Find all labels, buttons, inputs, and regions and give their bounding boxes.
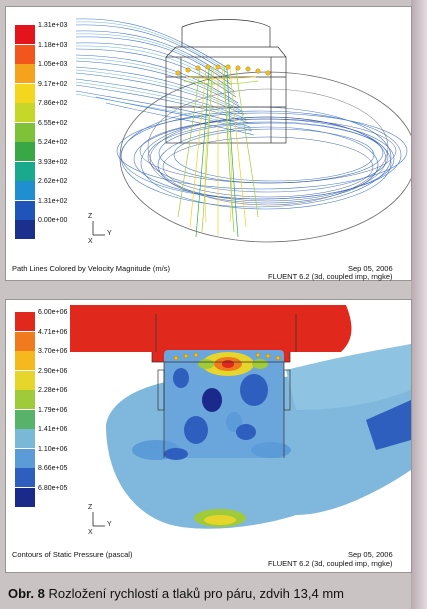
- colorbar-entry: 4.71e+06: [15, 328, 68, 351]
- colorbar-tick-label: 6.55e+02: [38, 119, 68, 127]
- pathlines-plot: [75, 18, 411, 243]
- colorbar-tick-label: 1.05e+03: [38, 61, 68, 68]
- colorbar-entry: 1.79e+06: [15, 406, 68, 429]
- colorbar-swatch: [15, 161, 35, 181]
- colorbar-entry: 9.17e+02: [15, 80, 68, 103]
- colorbar-swatch: [15, 220, 35, 239]
- axis-triad-icon: [92, 512, 105, 527]
- colorbar-swatch: [15, 64, 35, 83]
- colorbar-entry: 2.90e+06: [15, 367, 68, 390]
- colorbar-entry: 8.66e+05: [15, 465, 68, 487]
- colorbar-tick-label: 1.31e+02: [38, 197, 68, 205]
- axis-x-label: X: [88, 529, 93, 536]
- colorbar-swatch: [15, 25, 35, 44]
- axis-y-label: Y: [107, 230, 112, 237]
- colorbar-tick-label: 6.80e+05: [38, 484, 68, 492]
- pressure-contour-plot: [70, 305, 411, 529]
- colorbar-tick-label: 9.17e+02: [38, 80, 68, 88]
- colorbar-swatch: [15, 103, 35, 122]
- colorbar-entry: 7.86e+02: [15, 100, 68, 122]
- axis-x-label: X: [88, 238, 93, 245]
- colorbar-tick-label: 1.79e+06: [38, 406, 68, 414]
- colorbar-entry: 2.62e+02: [15, 178, 68, 200]
- colorbar-tick-label: 1.10e+06: [38, 445, 68, 453]
- central-jet-lines: [177, 64, 259, 238]
- colorbar-swatch: [15, 122, 35, 142]
- swirl-path-lines: [116, 106, 408, 210]
- velocity-pathlines-panel: 1.31e+03 1.18e+03 1.05e+03 9.17e+02 7.86e+02…: [6, 7, 411, 281]
- colorbar-tick-label: 2.62e+02: [38, 178, 68, 185]
- colorbar-swatch: [15, 331, 35, 351]
- page-margin-strip: [411, 0, 427, 609]
- colorbar-tick-label: 6.00e+06: [38, 309, 68, 316]
- colorbar-swatch: [15, 390, 35, 409]
- bottom-pressure-core: [204, 515, 236, 525]
- colorbar-tick-label: 0.00e+00: [38, 217, 68, 224]
- pressure-wireframe: [151, 314, 297, 458]
- axis-z-label: Z: [88, 504, 93, 511]
- colorbar-swatch: [15, 312, 35, 331]
- colorbar-entry: 6.55e+02: [15, 119, 68, 142]
- colorbar-swatch: [15, 181, 35, 200]
- outlet-region: [286, 344, 411, 410]
- plot-caption: Path Lines Colored by Velocity Magnitude…: [12, 264, 170, 273]
- figure-caption: Obr. 8 Rozložení rychlostí a tlaků pro p…: [8, 586, 344, 601]
- swirl-path-lines-dark: [139, 116, 397, 202]
- figure-caption-text: Rozložení rychlostí a tlaků pro páru, zd…: [48, 586, 345, 601]
- colorbar-tick-label: 8.66e+05: [38, 465, 68, 472]
- colorbar-entry: 1.18e+03: [15, 41, 68, 64]
- colorbar-tick-label: 1.31e+03: [38, 22, 68, 29]
- colorbar-swatch: [15, 487, 35, 507]
- valve-seat-ring: [175, 64, 271, 76]
- colorbar-swatch: [15, 351, 35, 370]
- outlet-low-zone: [366, 400, 411, 450]
- pressure-spots: [132, 352, 291, 460]
- plot-date: Sep 05, 2006: [348, 550, 393, 559]
- colorbar-swatch: [15, 142, 35, 161]
- colorbar-entry: 3.70e+06: [15, 348, 68, 370]
- solver-info: FLUENT 6.2 (3d, coupled imp, rngke): [268, 272, 393, 281]
- colorbar-swatch: [15, 83, 35, 103]
- colorbar-tick-label: 1.41e+06: [38, 426, 68, 433]
- colorbar-swatch: [15, 370, 35, 390]
- colorbar-swatch: [15, 468, 35, 487]
- colorbar-swatch: [15, 200, 35, 220]
- casing-outline-inner: [147, 88, 389, 206]
- colorbar-tick-label: 2.28e+06: [38, 387, 68, 394]
- colorbar-entry: 6.00e+06: [15, 309, 68, 331]
- colorbar-entry: 3.93e+02: [15, 158, 68, 181]
- colorbar-swatch: [15, 429, 35, 448]
- colorbar-tick-label: 3.70e+06: [38, 348, 68, 355]
- axis-triad-icon: [92, 221, 105, 236]
- figure-label: Obr. 8: [8, 586, 45, 601]
- high-pressure-chamber: [70, 305, 352, 362]
- colorbar-tick-label: 2.90e+06: [38, 367, 68, 375]
- colorbar-entry: 1.31e+02: [15, 197, 68, 220]
- colorbar-entry: 1.05e+03: [15, 61, 68, 83]
- colorbar-entry: 1.41e+06: [15, 426, 68, 448]
- colorbar-tick-label: 5.24e+02: [38, 139, 68, 146]
- colorbar-swatch: [15, 409, 35, 429]
- axis-z-label: Z: [88, 213, 93, 220]
- seat-ring: [173, 352, 281, 361]
- colorbar-swatch: [15, 44, 35, 64]
- colorbar-tick-label: 3.93e+02: [38, 158, 68, 166]
- colorbar-tick-label: 4.71e+06: [38, 328, 68, 336]
- colorbar-tick-label: 1.18e+03: [38, 41, 68, 49]
- colorbar-entry: 0.00e+00: [15, 217, 68, 239]
- plot-date: Sep 05, 2006: [348, 264, 393, 273]
- colorbar-entry: 1.10e+06: [15, 445, 68, 468]
- solver-info: FLUENT 6.2 (3d, coupled imp, rngke): [268, 559, 393, 568]
- colorbar-entry: 6.80e+05: [15, 484, 68, 507]
- colorbar-swatch: [15, 448, 35, 468]
- plot-caption: Contours of Static Pressure (pascal): [12, 550, 133, 559]
- static-pressure-panel: 6.00e+06 4.71e+06 3.70e+06 2.90e+06 2.28e+06…: [6, 300, 411, 572]
- colorbar-tick-label: 7.86e+02: [38, 100, 68, 107]
- colorbar-entry: 5.24e+02: [15, 139, 68, 161]
- colorbar-entry: 2.28e+06: [15, 387, 68, 409]
- colorbar-entry: 1.31e+03: [15, 22, 68, 44]
- axis-y-label: Y: [107, 521, 112, 528]
